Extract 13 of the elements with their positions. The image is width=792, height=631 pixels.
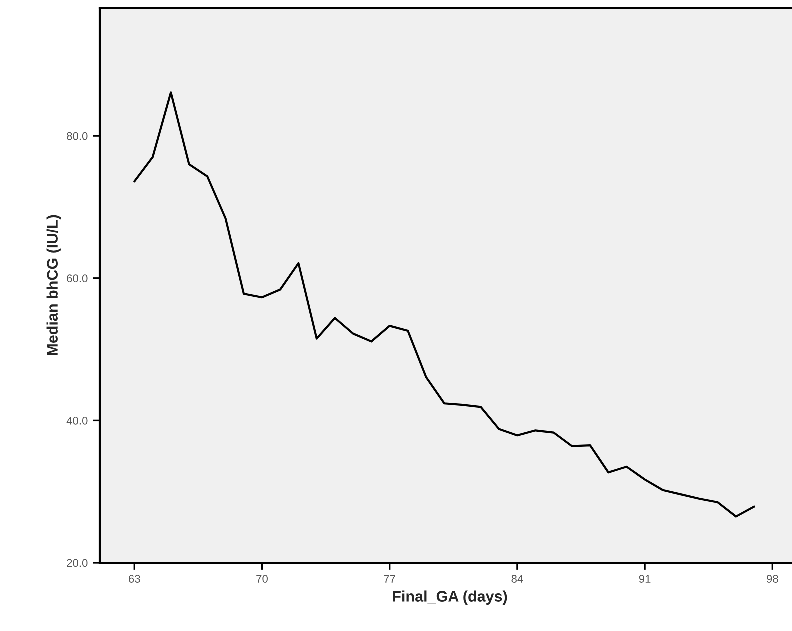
y-tick-label: 80.0 xyxy=(67,132,88,140)
x-tick-label: 77 xyxy=(384,575,396,583)
x-tick-label: 91 xyxy=(639,575,651,583)
y-axis-title: Median bhCG (IU/L) xyxy=(46,215,62,356)
x-tick-label: 70 xyxy=(256,575,268,583)
x-tick-label: 84 xyxy=(512,575,524,583)
y-tick-label: 60.0 xyxy=(67,274,88,283)
y-tick-label: 40.0 xyxy=(66,416,88,425)
x-tick-label: 63 xyxy=(129,575,140,583)
line-series xyxy=(134,92,756,518)
x-tick-label: 98 xyxy=(767,575,778,583)
x-axis-title: Final_GA (days) xyxy=(393,590,508,605)
y-tick-label: 20.0 xyxy=(67,559,88,568)
